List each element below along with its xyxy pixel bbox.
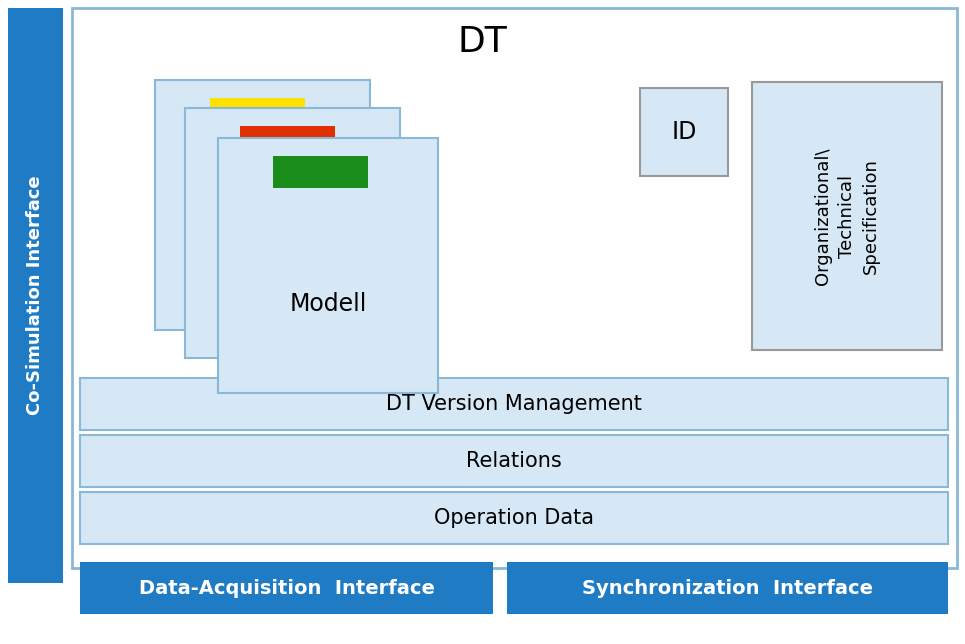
- Bar: [218, 138, 438, 393]
- Bar: [80, 435, 948, 487]
- Text: Relations: Relations: [466, 451, 562, 471]
- Bar: [80, 378, 948, 430]
- Text: ID: ID: [672, 120, 697, 144]
- Bar: [72, 8, 957, 568]
- Bar: [640, 88, 728, 176]
- Bar: [507, 562, 948, 614]
- Text: Synchronization  Interface: Synchronization Interface: [582, 578, 873, 598]
- Text: DT Version Management: DT Version Management: [386, 394, 642, 414]
- Text: DT: DT: [457, 25, 508, 59]
- Text: Operation Data: Operation Data: [434, 508, 594, 528]
- Bar: [185, 108, 400, 358]
- Bar: [210, 98, 305, 130]
- Text: Organizational\
Technical
Specification: Organizational\ Technical Specification: [814, 147, 880, 285]
- Text: Modell: Modell: [290, 292, 367, 316]
- Bar: [80, 562, 493, 614]
- Bar: [155, 80, 370, 330]
- Bar: [752, 82, 942, 350]
- Text: Co-Simulation Interface: Co-Simulation Interface: [26, 176, 44, 415]
- Text: Data-Acquisition  Interface: Data-Acquisition Interface: [139, 578, 434, 598]
- Bar: [8, 8, 63, 583]
- Bar: [240, 126, 335, 158]
- Bar: [80, 492, 948, 544]
- Bar: [273, 156, 368, 188]
